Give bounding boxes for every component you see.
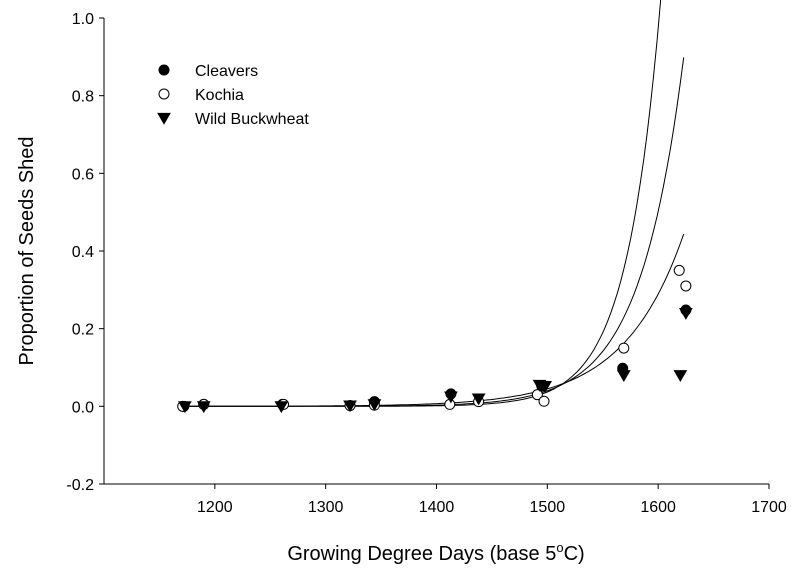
legend-marker-kochia (158, 88, 170, 100)
y-tick-label: 0.8 (72, 89, 94, 106)
legend-label-kochia: Kochia (195, 87, 244, 104)
legend-marker-cleavers (158, 64, 170, 76)
data-point-wild-buckwheat (471, 393, 486, 406)
data-point-wild-buckwheat (367, 399, 382, 412)
fit-curve-kochia (181, 0, 662, 407)
data-point-wild-buckwheat (343, 400, 357, 413)
x-tick-label: 1700 (751, 499, 787, 516)
legend-label-wild-buckwheat: Wild Buckwheat (195, 111, 309, 128)
y-tick-label: 0.2 (72, 322, 94, 339)
x-axis-title-superscript: o (556, 540, 563, 555)
data-point-wild-buckwheat (616, 370, 631, 383)
fit-curves (181, 0, 685, 407)
y-tick-label: -0.2 (66, 477, 94, 494)
data-point-kochia (680, 280, 692, 292)
x-tick-label: 1600 (640, 499, 676, 516)
data-point-wild-buckwheat (196, 401, 211, 414)
x-tick-label: 1300 (308, 499, 344, 516)
data-markers (177, 264, 693, 414)
legend: Cleavers Kochia Wild Buckwheat (157, 63, 309, 128)
x-tick-label: 1500 (530, 499, 566, 516)
y-axis-ticks: -0.2 0.0 0.2 0.4 0.6 0.8 1.0 (66, 11, 104, 494)
data-point-kochia (618, 342, 630, 354)
data-point-wild-buckwheat (673, 370, 688, 383)
data-point-wild-buckwheat (538, 381, 552, 393)
legend-marker-wild-buckwheat (157, 112, 171, 125)
fit-curve-wild-buckwheat (181, 233, 685, 407)
data-point-kochia (538, 395, 550, 407)
x-axis-ticks: 1200 1300 1400 1500 1600 1700 (197, 484, 787, 516)
legend-label-cleavers: Cleavers (195, 63, 258, 80)
fit-curve-cleavers (181, 57, 685, 407)
data-point-kochia (673, 264, 685, 276)
x-tick-label: 1400 (419, 499, 455, 516)
y-tick-label: 0.6 (72, 166, 94, 183)
data-point-wild-buckwheat (679, 308, 693, 320)
y-tick-label: 0.4 (72, 244, 94, 261)
data-point-wild-buckwheat (444, 391, 458, 404)
data-point-wild-buckwheat (178, 401, 192, 414)
y-tick-label: 1.0 (72, 11, 94, 28)
y-tick-label: 0.0 (72, 399, 94, 416)
x-axis-title: Growing Degree Days (base 5oC) (287, 540, 584, 565)
data-point-kochia (531, 389, 543, 401)
x-tick-label: 1200 (197, 499, 233, 516)
y-axis-title: Proportion of Seeds Shed (16, 136, 38, 365)
data-point-wild-buckwheat (274, 401, 289, 414)
